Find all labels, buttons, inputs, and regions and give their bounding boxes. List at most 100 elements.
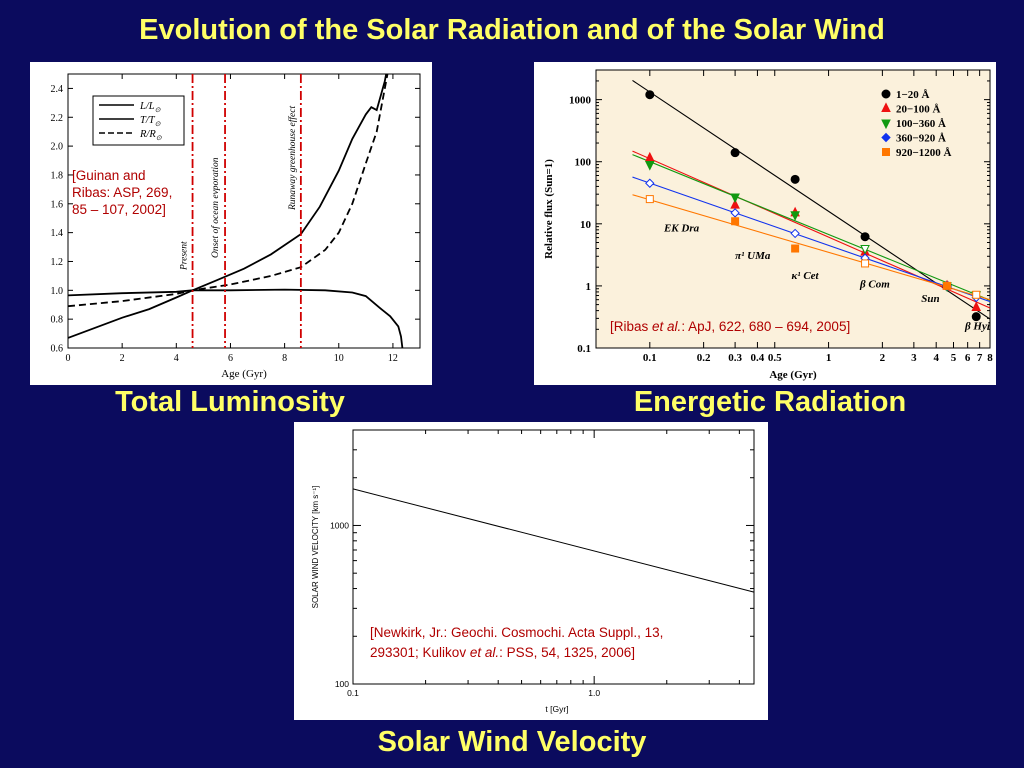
x-tick-label: 10 — [334, 353, 344, 364]
star-label: π¹ UMa — [735, 250, 771, 262]
data-point — [971, 301, 982, 311]
reference-text: [Newkirk, Jr.: Geochi. Cosmochi. Acta Su… — [370, 625, 663, 640]
x-tick-label: 6 — [965, 352, 971, 364]
x-tick-label: 1 — [826, 352, 832, 364]
x-tick-label: 0.3 — [728, 352, 742, 364]
star-label: EK Dra — [663, 223, 700, 235]
x-tick-label: 4 — [174, 353, 179, 364]
data-point — [790, 228, 800, 239]
x-tick-label: 0.1 — [347, 688, 359, 698]
star-label: κ¹ Cet — [791, 270, 819, 282]
reference-part: et al. — [470, 645, 499, 660]
data-point — [882, 148, 890, 156]
x-tick-label: 1.0 — [588, 688, 600, 698]
plot-frame — [67, 73, 421, 349]
data-point — [943, 281, 952, 290]
data-point — [791, 244, 800, 253]
reference-text: 293301; Kulikov et al.: PSS, 54, 1325, 2… — [370, 645, 635, 660]
y-axis-label: SOLAR WIND VELOCITY [km s⁻¹] — [311, 486, 320, 609]
data-point — [790, 211, 800, 221]
x-tick-label: 12 — [388, 353, 398, 364]
fits-group — [632, 80, 990, 320]
legend-box — [92, 95, 185, 146]
fit-line — [632, 154, 990, 301]
caption-solar-wind-velocity: Solar Wind Velocity — [377, 726, 647, 758]
legend: L/L⊙T/T⊙R/R⊙ — [92, 95, 185, 146]
legend-label: 100−360 Å — [896, 118, 946, 130]
reference-part: : ApJ, 622, 680 – 694, 2005] — [681, 319, 850, 334]
luminosity-chart-panel: 0 2 4 6 8 10 12 0.6 0.8 1.0 1.2 1.4 1.6 1.8 2.0 2.2 2.4 A… — [30, 62, 432, 385]
x-tick-label: 4 — [933, 352, 939, 364]
legend-subscript: ⊙ — [155, 106, 161, 114]
x-axis-label: Age (Gyr) — [769, 369, 817, 381]
star-label: Sun — [921, 293, 939, 305]
series-group — [68, 74, 404, 348]
reference-text: 85 – 107, 2002] — [72, 202, 166, 217]
reference-part: 293301; Kulikov — [370, 645, 470, 660]
data-point — [790, 174, 800, 184]
data-point — [881, 132, 891, 143]
series-line — [68, 74, 388, 339]
x-tick-label: 5 — [951, 352, 957, 364]
y-tick-label: 100 — [575, 157, 592, 169]
legend-label: 20−100 Å — [896, 104, 941, 116]
data-point — [860, 245, 870, 255]
x-tick-label: 0.2 — [697, 352, 711, 364]
x-tick-label: 2 — [880, 352, 886, 364]
legend-label: 360−920 Å — [896, 133, 946, 145]
y-tick-label: 0.8 — [51, 315, 64, 326]
wind-chart-panel: 100 1000 0.1 1.0 t [Gyr] SOLAR WIND VELOCITY … — [294, 422, 768, 720]
data-point — [861, 259, 870, 268]
plot-frame — [352, 429, 755, 685]
data-point — [881, 89, 891, 99]
reference-text: Ribas: ASP, 269, — [72, 185, 172, 200]
y-tick-label: 1.4 — [51, 228, 64, 239]
slide-title: Evolution of the Solar Radiation and of … — [139, 14, 885, 46]
data-point — [971, 312, 981, 322]
y-tick-label: 2.2 — [51, 113, 64, 124]
caption-total-luminosity: Total Luminosity — [115, 386, 345, 418]
data-point — [972, 290, 981, 299]
fit-line — [632, 194, 990, 301]
event-marker-label: Onset of ocean evporation — [210, 157, 221, 258]
reference-part: [Ribas — [610, 319, 652, 334]
y-tick-label: 1 — [586, 281, 592, 293]
x-tick-label: 7 — [977, 352, 983, 364]
star-label: β Hyi — [964, 320, 991, 332]
legend-label: 1−20 Å — [896, 89, 930, 101]
reference-part: : PSS, 54, 1325, 2006] — [499, 645, 635, 660]
data-point — [645, 151, 655, 162]
data-point — [645, 161, 655, 171]
legend-subscript: ⊙ — [155, 120, 161, 128]
x-tick-label: 8 — [282, 353, 287, 364]
series-line — [352, 488, 755, 593]
y-tick-label: 2.0 — [51, 142, 64, 153]
y-tick-label: 1000 — [569, 95, 592, 107]
star-label: β Com — [859, 278, 890, 290]
event-marker-label: Present — [180, 241, 190, 271]
y-tick-label: 1.2 — [51, 257, 64, 268]
data-point — [731, 217, 740, 226]
data-point — [645, 195, 654, 204]
y-tick-label: 2.4 — [51, 84, 64, 95]
y-tick-label: 1.8 — [51, 170, 64, 181]
data-point — [730, 208, 740, 218]
legend-subscript: ⊙ — [156, 134, 162, 142]
y-axis-label: Relative flux (Sun=1) — [543, 159, 555, 259]
plot-frame — [595, 69, 991, 349]
x-tick-label: 0.1 — [643, 352, 657, 364]
series-line — [68, 74, 389, 308]
luminosity-chart: 0 2 4 6 8 10 12 0.6 0.8 1.0 1.2 1.4 1.6 1.8 2.0 2.2 2.4 A… — [51, 73, 421, 380]
y-tick-label: 1.6 — [51, 199, 64, 210]
reference-part: et al. — [652, 319, 681, 334]
y-tick-label: 0.6 — [51, 344, 64, 355]
legend: 1−20 Å 20−100 Å 100−360 Å 360−920 Å 920−1200… — [881, 89, 952, 159]
x-tick-label: 6 — [228, 353, 233, 364]
data-point — [645, 178, 655, 188]
x-tick-label: 0 — [66, 353, 71, 364]
y-tick-label: 0.1 — [577, 343, 591, 355]
fit-line — [632, 176, 990, 303]
x-tick-label: 0.4 — [751, 352, 765, 364]
data-point — [881, 119, 891, 130]
caption-energetic-radiation: Energetic Radiation — [633, 386, 907, 418]
